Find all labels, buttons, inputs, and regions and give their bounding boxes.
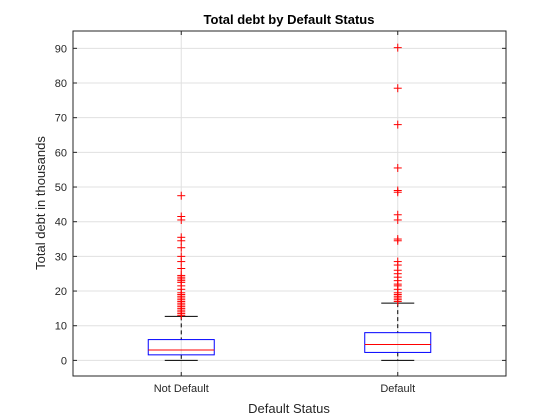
y-axis-label: Total debt in thousands [33, 136, 48, 270]
outlier-point [177, 191, 186, 200]
y-tick-label: 0 [61, 355, 67, 367]
y-tick-label: 40 [55, 217, 67, 229]
outlier-point [177, 243, 186, 252]
x-axis-label: Default Status [248, 401, 330, 416]
outlier-point [393, 235, 402, 244]
outlier-point [393, 120, 402, 129]
outlier-point [393, 257, 402, 266]
y-tick-label: 50 [55, 182, 67, 194]
outlier-point [393, 43, 402, 52]
x-tick-label: Not Default [154, 383, 209, 395]
y-tick-label: 70 [55, 113, 67, 125]
outlier-point [393, 186, 402, 195]
y-tick-label: 20 [55, 286, 67, 298]
outlier-point [177, 252, 186, 261]
outlier-point [177, 271, 186, 280]
x-tick-label: Default [380, 383, 415, 395]
outlier-point [177, 233, 186, 242]
grid-lines [73, 31, 506, 376]
y-tick-label: 90 [55, 43, 67, 55]
axes-frame [72, 30, 507, 377]
plot-area [147, 43, 432, 361]
y-tick-label: 80 [55, 78, 67, 90]
iqr-box [364, 332, 432, 353]
chart-title: Total debt by Default Status [204, 12, 375, 27]
iqr-box [147, 339, 215, 356]
outlier-point [393, 210, 402, 219]
x-axis-ticks: Not Default Default [154, 31, 415, 395]
box-group [147, 191, 215, 361]
outlier-point [177, 264, 186, 273]
outlier-point [177, 212, 186, 221]
y-tick-label: 30 [55, 251, 67, 263]
box-group [364, 43, 432, 361]
y-axis-ticks: 0 10 20 30 40 50 60 70 80 90 [55, 43, 506, 367]
y-tick-label: 60 [55, 147, 67, 159]
y-tick-label: 10 [55, 321, 67, 333]
outlier-point [393, 84, 402, 93]
outlier-point [393, 163, 402, 172]
